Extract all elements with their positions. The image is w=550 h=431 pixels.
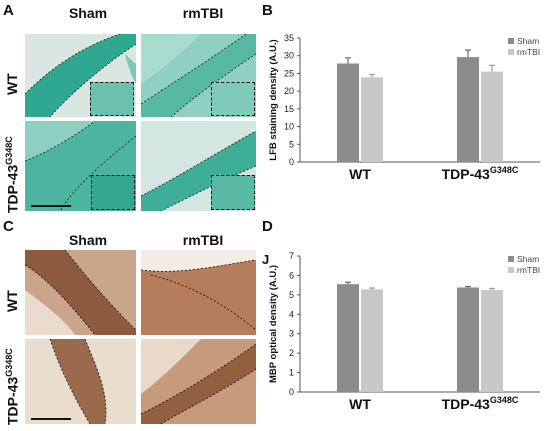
panel-a-row-label-tdp43: TDP-43G348C [4,136,21,213]
y-tick-label: 0 [289,157,294,167]
bar [481,290,503,392]
mbp-micrograph-tdp43-sham [25,339,136,424]
lfb-micrograph-wt-sham [25,34,136,117]
panel-letter-a: A [3,2,14,19]
scale-bar-a [31,205,71,207]
mbp-density-chart: 0 1 2 3 4 5 6 7 MBP optical density (A.U.) WT TDP-… [268,251,540,412]
y-tick-label: 35 [284,33,294,43]
panel-letter-d: D [262,218,273,235]
bar [361,289,383,392]
bar [337,63,359,162]
bar [457,57,479,163]
legend-label: Sham [517,36,539,46]
y-axis-title: LFB staining density (A.U.) [268,39,279,160]
legend-label: rmTBI [517,47,540,57]
y-tick-label: 10 [284,122,294,132]
panel-c-column-header-sham: Sham [68,232,108,248]
lfb-density-chart: 0 5 10 15 20 25 30 35 LFB staining density (A.U.… [268,33,540,182]
legend-swatch [508,267,514,273]
y-tick-label: 4 [289,309,294,319]
x-category-label: WT [349,396,371,412]
panel-c-row-label-wt: WT [4,290,20,312]
lfb-micrograph-tdp43-rmtbi [141,121,256,211]
bar [361,77,383,162]
legend-label: Sham [517,254,539,264]
panel-c-row-label-tdp43: TDP-43G348C [4,348,21,425]
legend-swatch [508,256,514,262]
lfb-micrograph-wt-rmtbi [141,34,256,117]
lfb-inset-tdp43-rmtbi [211,175,255,210]
panel-letter-c: C [3,218,14,235]
y-tick-label: 30 [284,51,294,61]
scale-bar-c [31,418,71,420]
y-tick-label: 25 [284,68,294,78]
bar [481,71,503,162]
y-tick-label: 2 [289,348,294,358]
lfb-inset-wt-sham [90,82,134,116]
x-category-label: WT [349,166,371,182]
y-tick-label: 5 [289,139,294,149]
panel-c-column-header-rmtbi: rmTBI [182,232,224,248]
x-category-label: TDP-43G348C [442,165,519,182]
lfb-micrograph-tdp43-sham [25,121,136,211]
mbp-micrograph-wt-sham [25,250,136,335]
bar [457,287,479,392]
y-tick-label: 20 [284,86,294,96]
mbp-micrograph-wt-rmtbi [141,250,256,335]
panel-letter-j: J [262,252,270,267]
panel-letter-b: B [262,2,273,19]
mbp-micrograph-tdp43-rmtbi [141,339,256,424]
panel-a-row-label-wt: WT [4,73,20,95]
legend-swatch [508,49,514,55]
legend-swatch [508,38,514,44]
panel-a-column-header-sham: Sham [68,5,108,21]
panel-a-column-header-rmtbi: rmTBI [182,5,224,21]
y-tick-label: 0 [289,387,294,397]
y-tick-label: 7 [289,251,294,261]
y-tick-label: 5 [289,290,294,300]
lfb-inset-wt-rmtbi [211,82,255,116]
y-tick-label: 15 [284,104,294,114]
y-tick-label: 6 [289,270,294,280]
y-axis-title: MBP optical density (A.U.) [268,265,279,383]
y-tick-label: 3 [289,329,294,339]
legend-label: rmTBI [517,265,540,275]
lfb-inset-tdp43-sham [91,175,135,210]
bar [337,284,359,392]
x-category-label: TDP-43G348C [442,395,519,412]
y-tick-label: 1 [289,368,294,378]
